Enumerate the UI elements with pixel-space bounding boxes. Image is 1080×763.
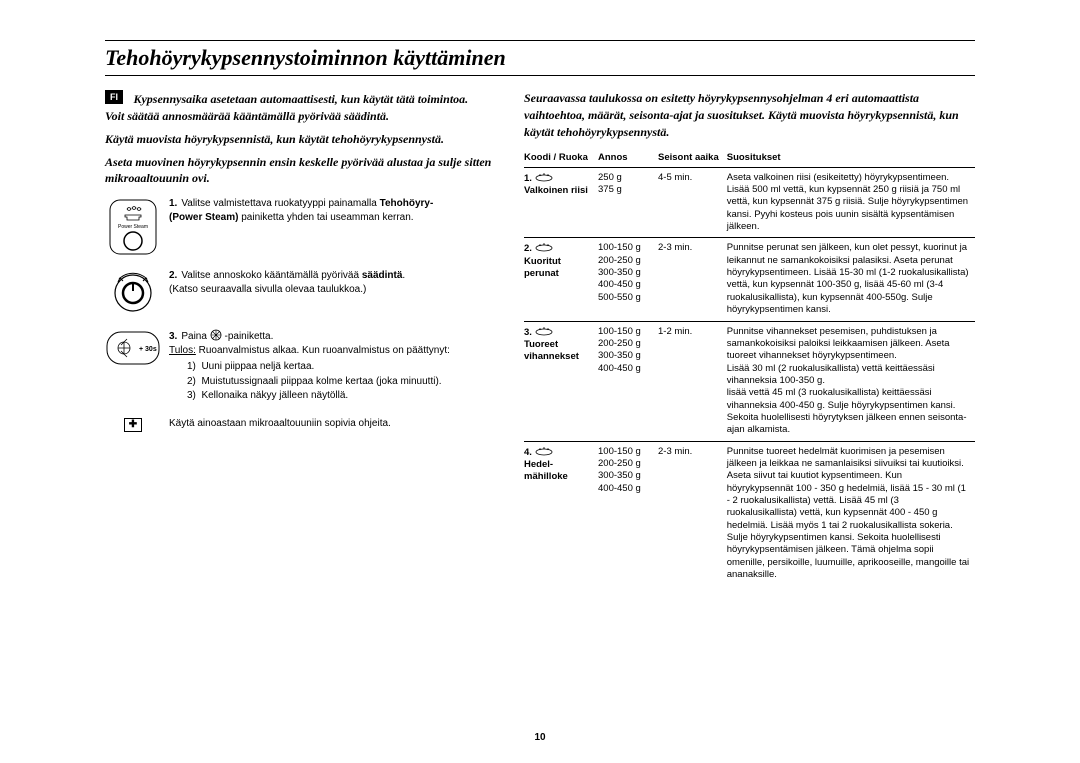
step-2-lead: Valitse annoskoko kääntämällä pyörivää [181, 270, 361, 281]
step-1-num: 1. [169, 198, 177, 209]
cell-rec: Punnitse tuoreet hedelmät kuorimisen ja … [723, 441, 975, 585]
cell-portion: 100-150 g200-250 g300-350 g400-450 g [594, 441, 654, 585]
table-row: 2. Kuoritut perunat100-150 g200-250 g300… [524, 238, 975, 321]
th-portion: Annos [594, 150, 654, 167]
note-icon: ✚ [105, 418, 161, 432]
cell-time: 4-5 min. [654, 167, 723, 238]
cell-time: 1-2 min. [654, 321, 723, 441]
cell-time: 2-3 min. [654, 238, 723, 321]
top-rule [105, 40, 975, 41]
step-3-num: 3. [169, 331, 177, 342]
sub-2: 2) Muistutussignaali piippaa kolme kerta… [187, 375, 500, 389]
svg-text:Power Steam: Power Steam [118, 224, 148, 230]
cell-rec: Aseta valkoinen riisi (esikeitetty) höyr… [723, 167, 975, 238]
step-3-text: 3. Paina -painiketta. Tulos: Ruoanvalmist… [169, 329, 500, 404]
step-2-bold: säädintä [362, 270, 403, 281]
dial-icon [105, 269, 161, 315]
step-1-bold-1: Tehohöyry- [380, 198, 434, 209]
step-3: + 30s 3. Paina -painiketta. Tulos: Ruoanv… [105, 329, 500, 404]
sub-3: 3) Kellonaika näkyy jälleen näytöllä. [187, 389, 500, 403]
intro-line-2: Voit säätää annosmäärää kääntämällä pyör… [105, 108, 500, 125]
cell-code: 1. Valkoinen riisi [524, 167, 594, 238]
step-2: 2. Valitse annoskoko kääntämällä pyörivää… [105, 269, 500, 315]
table-row: 4. Hedel-mähilloke100-150 g200-250 g300-… [524, 441, 975, 585]
table-row: 3. Tuoreet vihannekset100-150 g200-250 g… [524, 321, 975, 441]
intro-line-3: Käytä muovista höyrykypsennistä, kun käy… [105, 131, 500, 148]
page-number: 10 [0, 732, 1080, 743]
step-1: Power Steam 1. Valitse valmistettava ruok… [105, 197, 500, 255]
th-time: Seisont aaika [654, 150, 723, 167]
step-1-lead: Valitse valmistettava ruokatyyppi painam… [181, 198, 379, 209]
svg-text:+ 30s: + 30s [139, 346, 157, 353]
cell-portion: 100-150 g200-250 g300-350 g400-450 g500-… [594, 238, 654, 321]
step-1-text: 1. Valitse valmistettava ruokatyyppi pain… [169, 197, 500, 255]
steps-list: Power Steam 1. Valitse valmistettava ruok… [105, 197, 500, 432]
step-3-result: Ruoanvalmistus alkaa. Kun ruoanvalmistus… [196, 345, 450, 356]
right-column: Seuraavassa taulukossa on esitetty höyry… [524, 90, 975, 585]
step-3-result-label: Tulos: [169, 345, 196, 356]
cell-time: 2-3 min. [654, 441, 723, 585]
step-1-bold-2: (Power Steam) [169, 212, 238, 223]
cell-rec: Punnitse perunat sen jälkeen, kun olet p… [723, 238, 975, 321]
step-2-extra: (Katso seuraavalla sivulla olevaa tauluk… [169, 283, 500, 297]
cell-portion: 250 g375 g [594, 167, 654, 238]
note-text: Käytä ainoastaan mikroaaltouuniin sopivi… [169, 418, 391, 432]
content-columns: FI Kypsennysaika asetetaan automaattises… [105, 90, 975, 585]
note-row: ✚ Käytä ainoastaan mikroaaltouuniin sopi… [105, 418, 500, 432]
th-code: Koodi / Ruoka [524, 150, 594, 167]
step-3-sublist: 1) Uuni piippaa neljä kertaa. 2) Muistut… [169, 360, 500, 403]
step-2-text: 2. Valitse annoskoko kääntämällä pyörivää… [169, 269, 500, 315]
intro-block: FI Kypsennysaika asetetaan automaattises… [105, 90, 500, 108]
step-3-lead: Paina [181, 331, 209, 342]
intro-line-1: Kypsennysaika asetetaan automaattisesti,… [133, 92, 468, 106]
left-column: FI Kypsennysaika asetetaan automaattises… [105, 90, 500, 585]
step-1-tail: painiketta yhden tai useamman kerran. [238, 212, 413, 223]
intro-line-4: Aseta muovinen höyrykypsennin ensin kesk… [105, 154, 500, 188]
right-intro: Seuraavassa taulukossa on esitetty höyry… [524, 90, 975, 140]
power-steam-icon: Power Steam [105, 197, 161, 255]
step-3-tail: -painiketta. [224, 331, 273, 342]
step-2-tail: . [402, 270, 405, 281]
inline-start-icon [210, 329, 222, 341]
table-row: 1. Valkoinen riisi250 g375 g4-5 min.Aset… [524, 167, 975, 238]
th-rec: Suositukset [723, 150, 975, 167]
step-2-num: 2. [169, 270, 177, 281]
manual-page: Tehohöyrykypsennystoiminnon käyttäminen … [0, 0, 1080, 763]
page-title: Tehohöyrykypsennystoiminnon käyttäminen [105, 45, 975, 76]
cell-code: 4. Hedel-mähilloke [524, 441, 594, 585]
cell-portion: 100-150 g200-250 g300-350 g400-450 g [594, 321, 654, 441]
start-button-icon: + 30s [105, 329, 161, 404]
cell-rec: Punnitse vihannekset pesemisen, puhdistu… [723, 321, 975, 441]
language-badge: FI [105, 90, 123, 104]
sub-1: 1) Uuni piippaa neljä kertaa. [187, 360, 500, 374]
cell-code: 2. Kuoritut perunat [524, 238, 594, 321]
program-table: Koodi / Ruoka Annos Seisont aaika Suosit… [524, 150, 975, 585]
cell-code: 3. Tuoreet vihannekset [524, 321, 594, 441]
